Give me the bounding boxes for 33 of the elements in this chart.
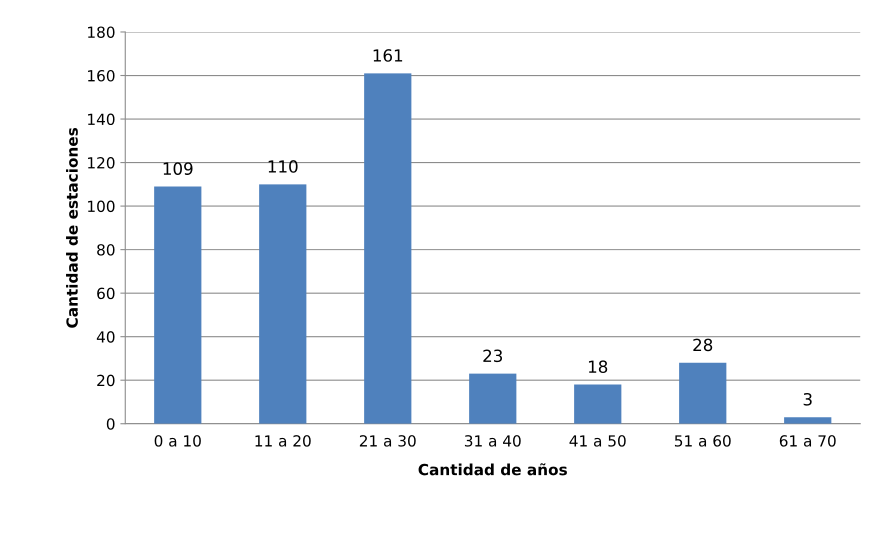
y-tick-label: 0 <box>106 418 115 430</box>
y-tick-label: 120 <box>88 157 115 169</box>
x-tick-label: 41 a 50 <box>570 435 626 447</box>
x-tick-label: 21 a 30 <box>360 435 416 447</box>
data-label: 23 <box>483 350 502 362</box>
x-tick-label: 11 a 20 <box>255 435 311 447</box>
x-tick-label: 0 a 10 <box>154 435 201 447</box>
data-label: 109 <box>164 162 192 175</box>
y-tick-label: 180 <box>88 26 115 38</box>
y-tick-label: 140 <box>88 114 115 126</box>
data-label: 110 <box>268 160 298 173</box>
x-axis-title: Cantidad de años <box>418 463 567 476</box>
bar <box>679 362 726 424</box>
y-tick-label: 60 <box>97 288 115 300</box>
y-tick-label: 100 <box>88 200 115 212</box>
bar <box>469 374 516 424</box>
bar <box>784 417 832 424</box>
y-axis-title: Cantidad de estaciones <box>66 128 78 328</box>
y-tick-label: 80 <box>97 244 115 256</box>
y-tick-label: 20 <box>97 374 115 386</box>
y-tick-label: 160 <box>88 70 115 82</box>
data-label: 28 <box>693 338 712 352</box>
x-tick-label: 31 a 40 <box>464 435 521 447</box>
bar <box>259 184 306 424</box>
y-tick-label: 40 <box>96 331 115 343</box>
bar <box>364 73 412 424</box>
bar <box>574 384 622 424</box>
x-tick-label: 61 a 70 <box>780 435 836 447</box>
data-label: 3 <box>804 393 812 406</box>
bar <box>154 186 202 424</box>
x-tick-label: 51 a 60 <box>674 435 731 447</box>
data-label: 161 <box>374 49 402 62</box>
data-label: 18 <box>588 360 608 373</box>
